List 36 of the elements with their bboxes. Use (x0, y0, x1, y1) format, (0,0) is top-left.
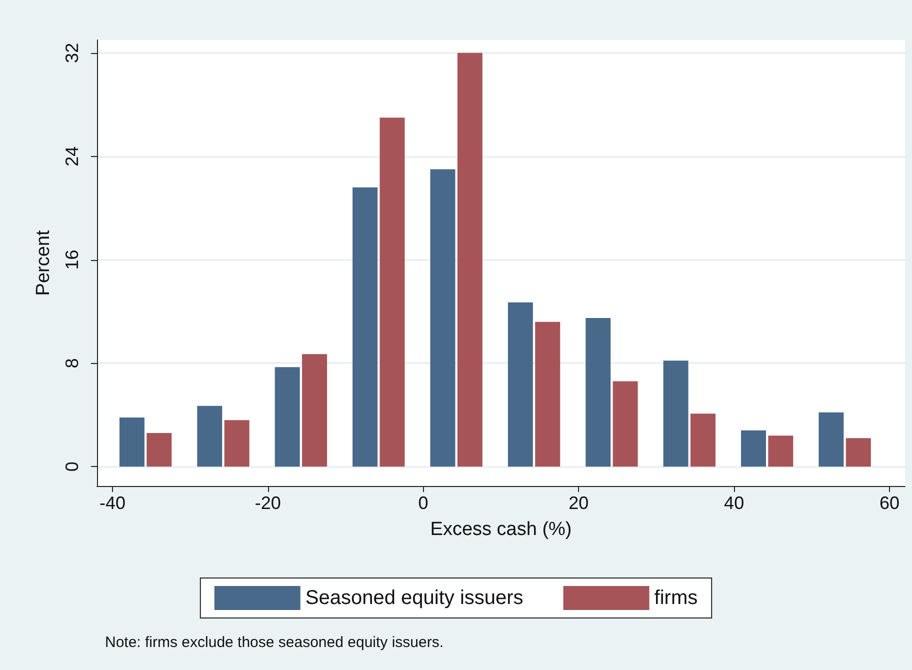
bar (146, 432, 172, 467)
bar (586, 318, 611, 467)
x-axis-title: Excess cash (%) (430, 519, 572, 540)
bar (612, 381, 638, 467)
x-tick-label: 60 (879, 493, 900, 513)
legend-label: Seasoned equity issuers (305, 587, 524, 609)
bar (197, 406, 222, 467)
bar (352, 187, 378, 467)
y-tick-label: 8 (62, 358, 82, 368)
bar (741, 430, 766, 467)
bar (535, 322, 560, 467)
bar (846, 438, 871, 467)
bar (302, 354, 328, 467)
text: Note: firms exclude those seasoned equity issuers. (105, 634, 444, 651)
y-tick-label: 32 (62, 42, 82, 63)
bar (508, 302, 533, 467)
x-tick-label: -20 (254, 493, 281, 513)
bar (457, 52, 482, 467)
y-tick-label: 24 (62, 146, 82, 166)
bar (274, 367, 300, 467)
bar (690, 414, 716, 467)
x-tick-label: 40 (724, 493, 744, 513)
bar (663, 360, 688, 467)
x-tick-label: 20 (568, 493, 589, 513)
bar (119, 417, 144, 467)
bar (430, 169, 456, 467)
y-tick-label: 16 (62, 250, 82, 270)
x-tick-label: -40 (100, 493, 126, 513)
y-axis-title: Percent (33, 230, 54, 296)
legend-label: firms (654, 587, 698, 609)
y-tick-label: 0 (62, 462, 82, 472)
bar (380, 118, 405, 467)
bar (818, 412, 844, 467)
bar (768, 436, 794, 467)
bar (224, 420, 250, 467)
x-tick-label: 0 (418, 493, 428, 513)
